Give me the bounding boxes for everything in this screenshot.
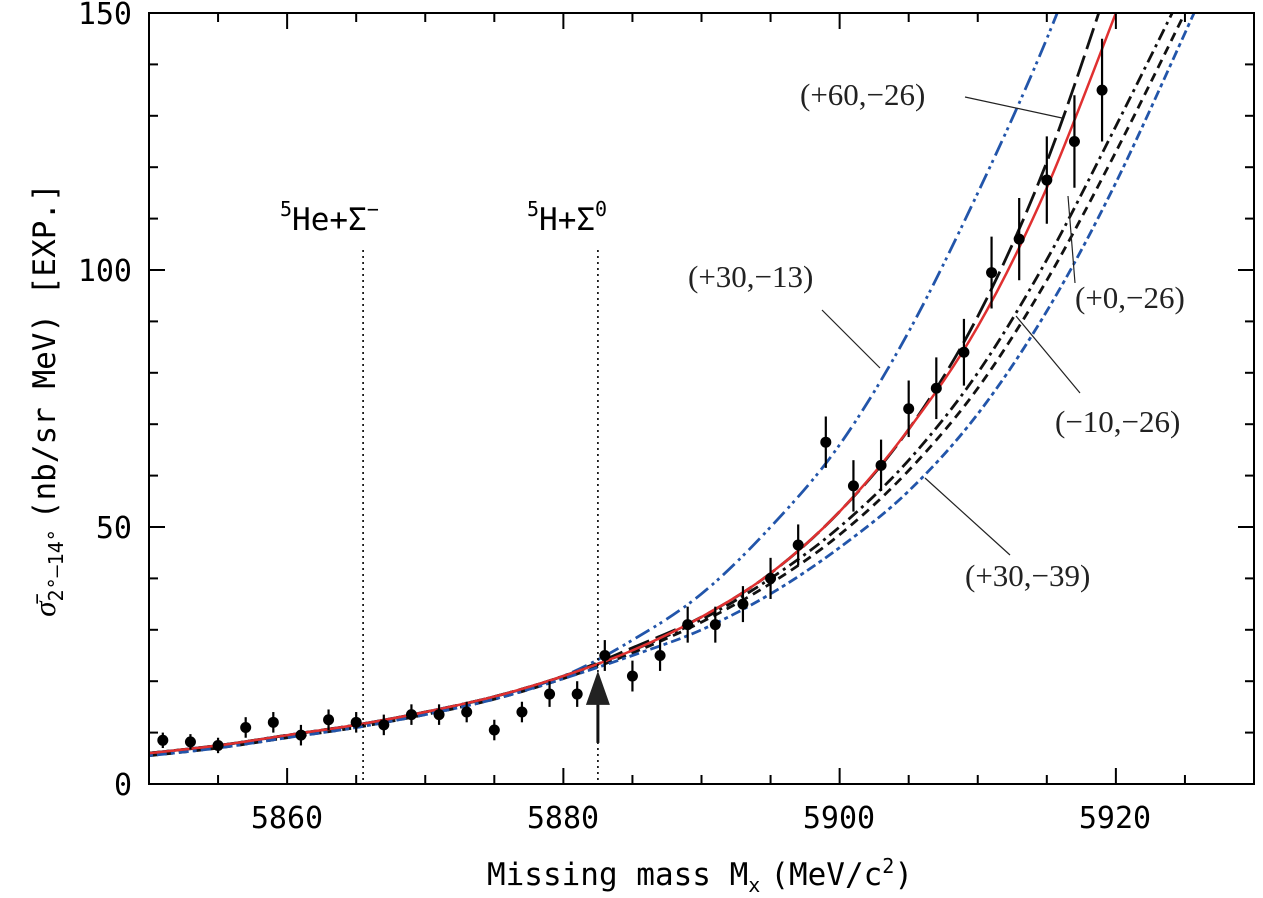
threshold-5h-charge: 0 [595,197,607,221]
data-point [433,709,445,721]
data-point [1041,174,1053,186]
curve-minus10-minus26 [149,13,1187,758]
data-point [820,436,832,448]
x-axis-title-unit-close: ) [894,857,913,893]
x-tick-label-5860: 5860 [251,801,323,836]
annotation-leaders [821,96,1081,556]
data-point [295,729,307,741]
data-point [378,719,390,731]
x-axis-title: Missing mass Mx (MeV/c2) [487,854,913,897]
y-axis-title-unit: (nb/sr MeV) [EXP.] [27,183,63,519]
data-point [405,709,417,721]
data-point [958,346,970,358]
threshold-5h-mass: 5 [527,197,539,221]
data-point [1068,136,1080,147]
y-tick-label-100: 100 [78,254,132,289]
curve-plus60-minus26 [149,13,1101,755]
x-axis-title-sub: x [748,873,760,897]
data-point [1096,84,1108,96]
x-axis-title-main: Missing mass M [487,857,748,893]
data-point [599,650,611,661]
data-point [488,724,500,736]
threshold-5he-charge: − [367,197,379,221]
curve-plus0-minus26 [149,13,1174,755]
y-tick-label-50: 50 [96,511,132,546]
x-tick-label-5900: 5900 [803,801,875,836]
data-point [737,598,749,610]
plot-frame [148,12,1255,785]
data-point [461,706,473,718]
annotation-plus30-minus39: (+30,−39) [965,558,1090,593]
curve-plus30-minus13 [149,13,1059,755]
data-point [792,539,804,551]
y-tick-label-150: 150 [78,0,132,32]
axis-ticks [148,12,1255,785]
data-point [571,688,583,700]
y-axis-title-sub: 2°–14° [44,529,68,601]
threshold-label-5h: 5H+Σ0 [527,197,607,238]
y-tick-label-0: 0 [114,768,132,803]
leader-plus60-minus26 [964,96,1063,119]
data-point [682,619,694,631]
data-point [1013,233,1025,245]
data-point [516,706,528,718]
leader-minus10-minus26 [1015,315,1081,394]
data-point [626,670,638,682]
leader-plus0-minus26 [1067,195,1076,284]
threshold-group [362,250,610,784]
leader-plus30-minus39 [924,477,1011,556]
data-point [240,721,252,733]
annotation-plus60-minus26: (+60,−26) [800,77,925,112]
data-point [544,688,556,700]
annotation-plus0-minus26: (+0,−26) [1075,280,1185,315]
threshold-5h-base: H+Σ [539,202,595,238]
x-axis-title-unit: (MeV/c [770,857,882,893]
data-point [903,403,915,415]
data-point [709,619,721,631]
x-tick-label-5920: 5920 [1079,801,1151,836]
x-tick-label-5880: 5880 [527,801,599,836]
data-points-group [157,38,1108,754]
data-point [986,267,998,279]
data-point [930,382,942,394]
data-point [875,459,887,471]
threshold-5he-base: He+Σ [292,202,367,238]
x-axis-title-unit-sup: 2 [882,854,894,878]
data-point [157,734,169,746]
threshold-arrow-head [585,670,610,705]
annotation-plus30-minus13: (+30,−13) [688,259,813,294]
data-point [267,716,279,728]
annotation-minus10-minus26: (−10,−26) [1055,404,1180,439]
curve-plus30-minus39 [149,13,1196,758]
data-point [847,480,859,492]
leader-plus30-minus13 [821,309,881,369]
y-axis-title: σ̄2°–14°(nb/sr MeV) [EXP.] [27,183,68,617]
data-point [654,650,666,661]
threshold-5he-mass: 5 [280,197,292,221]
data-point [212,739,224,751]
data-point [765,572,777,584]
data-point [350,716,362,728]
data-point [184,736,196,748]
threshold-label-5he: 5He+Σ− [280,197,379,238]
data-point [323,714,335,726]
